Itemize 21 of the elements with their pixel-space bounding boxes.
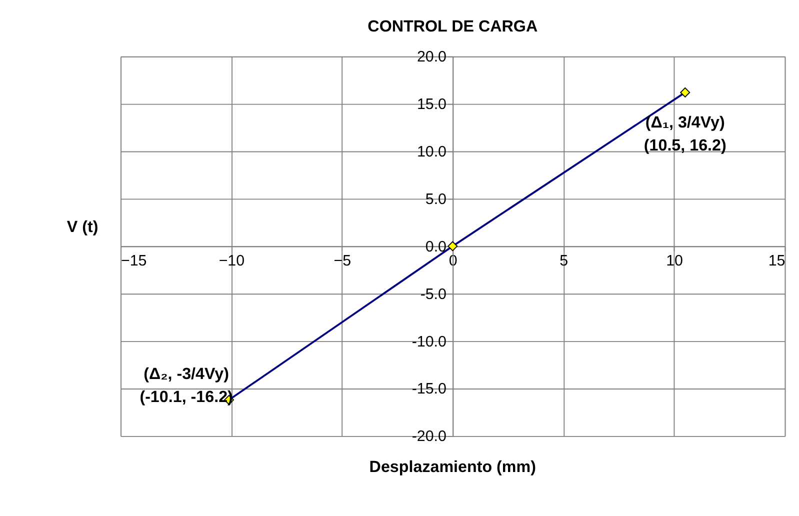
x-tick-label: 0 — [448, 252, 458, 270]
x-tick-label: 10 — [666, 252, 683, 270]
y-tick-label: 20.0 — [416, 48, 446, 66]
y-tick-label: -15.0 — [412, 380, 446, 398]
x-axis-title: Desplazamiento (mm) — [369, 458, 536, 476]
x-tick-label: 5 — [560, 252, 568, 270]
x-tick-label: −5 — [334, 252, 352, 270]
x-tick-label: −10 — [218, 252, 245, 270]
y-tick-label: -5.0 — [420, 286, 446, 303]
y-tick-label: -20.0 — [412, 428, 446, 446]
y-axis-title: V (t) — [66, 218, 98, 236]
y-tick-label: 5.0 — [425, 190, 446, 208]
x-tick-label: −15 — [120, 252, 147, 270]
y-tick-label: 0.0 — [425, 238, 446, 256]
chart-title: CONTROL DE CARGA — [368, 18, 538, 36]
y-tick-label: -10.0 — [412, 333, 446, 350]
annotation: (Δ₁, 3/4Vy) (10.5, 16.2) — [644, 114, 726, 154]
y-tick-label: 10.0 — [416, 144, 446, 160]
annotation: (Δ₂, -3/4Vy) (-10.1, -16.2) — [140, 365, 233, 406]
x-tick-label: 15 — [768, 252, 786, 270]
y-tick-label: 15.0 — [416, 96, 446, 114]
